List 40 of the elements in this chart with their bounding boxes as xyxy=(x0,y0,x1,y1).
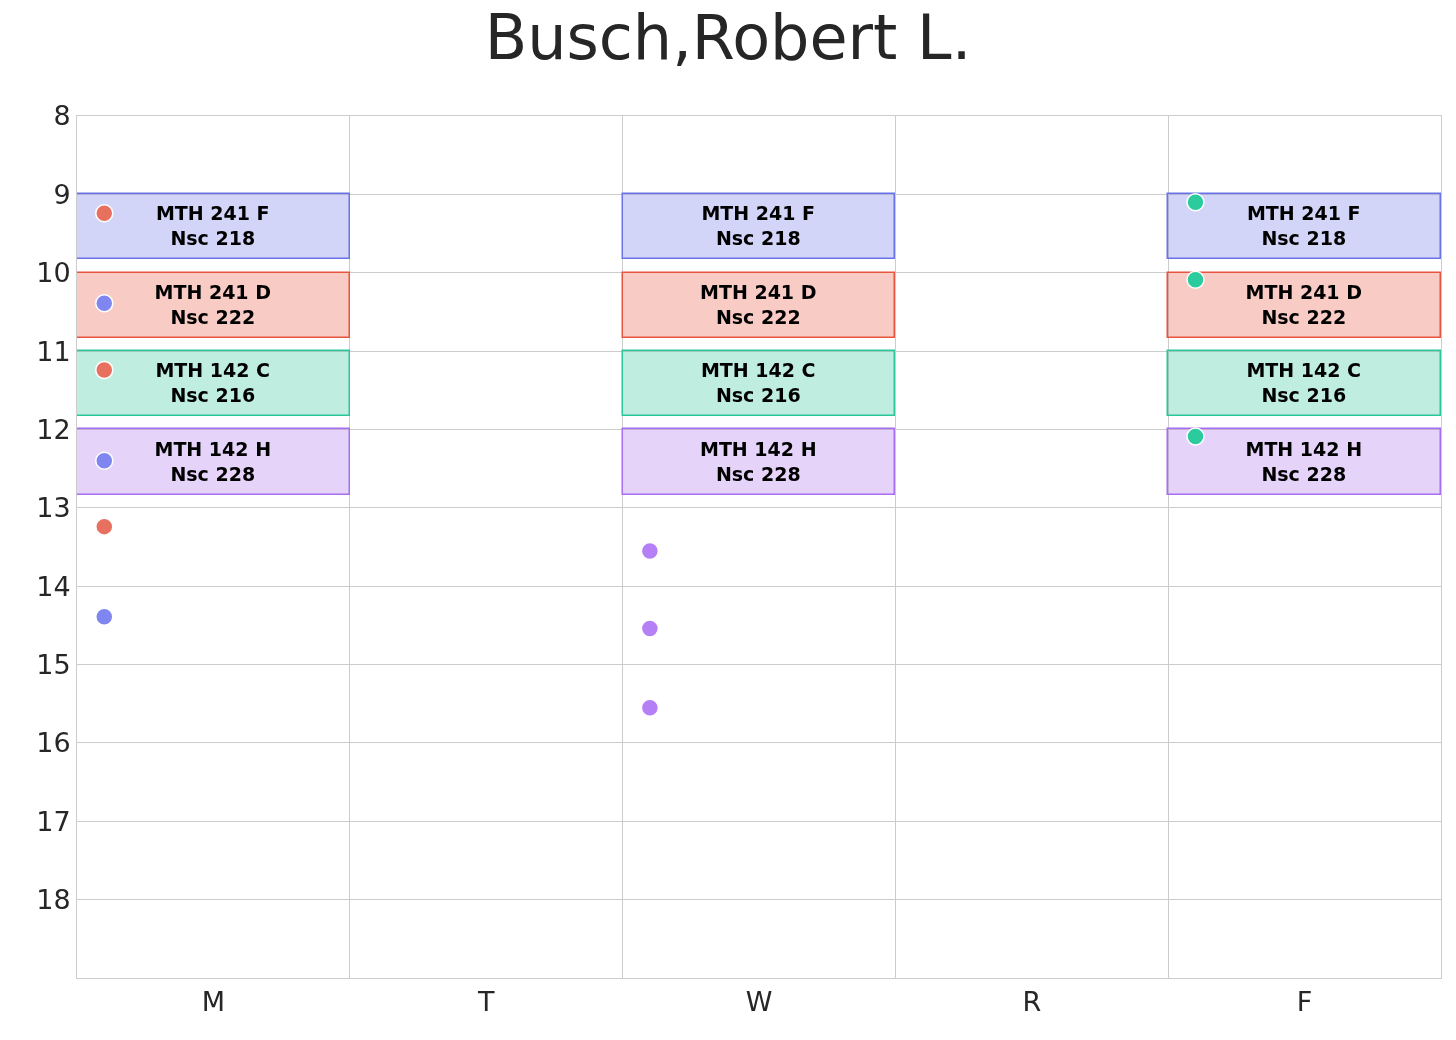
y-tick-label: 13 xyxy=(36,492,71,524)
y-tick-label: 18 xyxy=(36,884,71,916)
y-tick-label: 11 xyxy=(36,335,71,367)
y-tick-label: 17 xyxy=(36,805,71,837)
bar xyxy=(621,427,895,495)
x-tick-label: M xyxy=(201,986,226,1018)
y-tick-label: 10 xyxy=(36,257,71,289)
data-label: MTH 142 H Nsc 228 xyxy=(154,437,272,485)
data-label: MTH 142 C Nsc 216 xyxy=(1246,359,1362,407)
bar xyxy=(77,349,350,416)
chart-title: Busch,Robert L. xyxy=(484,1,972,74)
data-label: MTH 241 D Nsc 222 xyxy=(154,281,271,329)
data-label: MTH 241 D Nsc 222 xyxy=(1245,281,1362,329)
bar xyxy=(77,192,350,259)
y-tick-label: 15 xyxy=(36,649,71,680)
x-tick-label: R xyxy=(1022,986,1042,1018)
bar xyxy=(1166,192,1441,259)
bar xyxy=(77,427,350,495)
x-tick-label: W xyxy=(745,986,773,1018)
data-label: MTH 241 D Nsc 222 xyxy=(700,281,817,329)
y-tick-label: 16 xyxy=(36,727,71,759)
x-tick-label: T xyxy=(476,986,495,1018)
data-label: MTH 142 C Nsc 216 xyxy=(155,359,271,407)
data-label: MTH 241 F Nsc 218 xyxy=(1246,202,1361,250)
data-label: MTH 142 H Nsc 228 xyxy=(1245,437,1363,485)
bar xyxy=(621,271,895,338)
y-tick-label: 9 xyxy=(53,178,71,210)
bar xyxy=(1166,427,1441,495)
y-tick-label: 8 xyxy=(53,100,71,132)
bar xyxy=(1166,349,1441,416)
bar xyxy=(621,192,895,259)
y-tick-label: 14 xyxy=(36,570,71,602)
data-label: MTH 241 F Nsc 218 xyxy=(701,202,816,250)
data-label: MTH 142 H Nsc 228 xyxy=(699,437,817,485)
y-tick-label: 12 xyxy=(36,413,71,445)
bar xyxy=(77,271,350,338)
bar xyxy=(621,349,895,416)
data-label: MTH 142 C Nsc 216 xyxy=(700,359,816,407)
x-tick-label: F xyxy=(1296,986,1313,1018)
data-label: MTH 241 F Nsc 218 xyxy=(155,202,270,250)
